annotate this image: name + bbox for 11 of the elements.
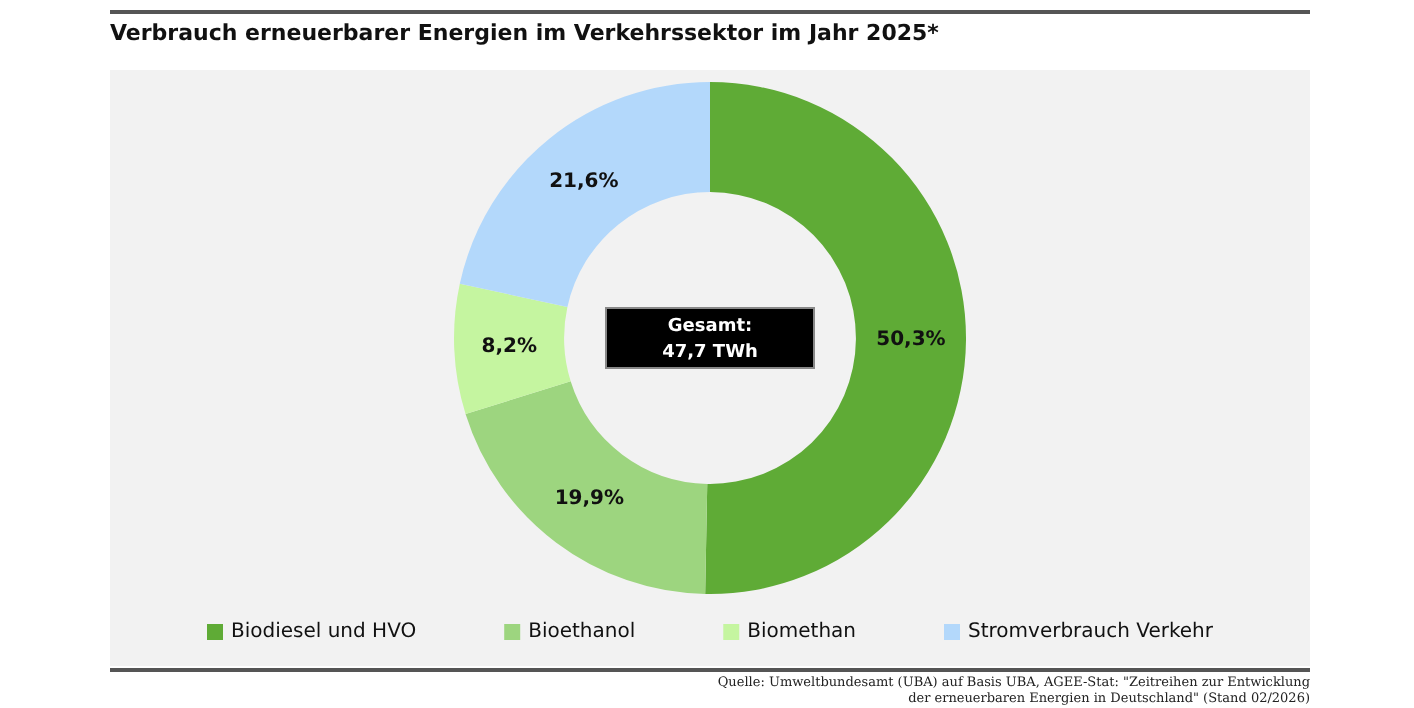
- legend-label: Biomethan: [747, 621, 857, 644]
- legend-label: Stromverbrauch Verkehr: [968, 621, 1215, 644]
- data-label: 8,2%: [481, 336, 537, 359]
- data-label: 19,9%: [554, 487, 625, 510]
- data-label: 21,6%: [549, 170, 619, 193]
- text: 47,7 TWh: [662, 342, 758, 363]
- text: Gesamt:: [667, 316, 753, 337]
- data-label: 50,3%: [876, 329, 946, 352]
- legend-label: Bioethanol: [528, 621, 636, 644]
- legend-label: Biodiesel und HVO: [230, 621, 417, 644]
- chart-title: Verbrauch erneuerbarer Energien im Verkehrssektor im Jahr 2025*: [110, 20, 939, 46]
